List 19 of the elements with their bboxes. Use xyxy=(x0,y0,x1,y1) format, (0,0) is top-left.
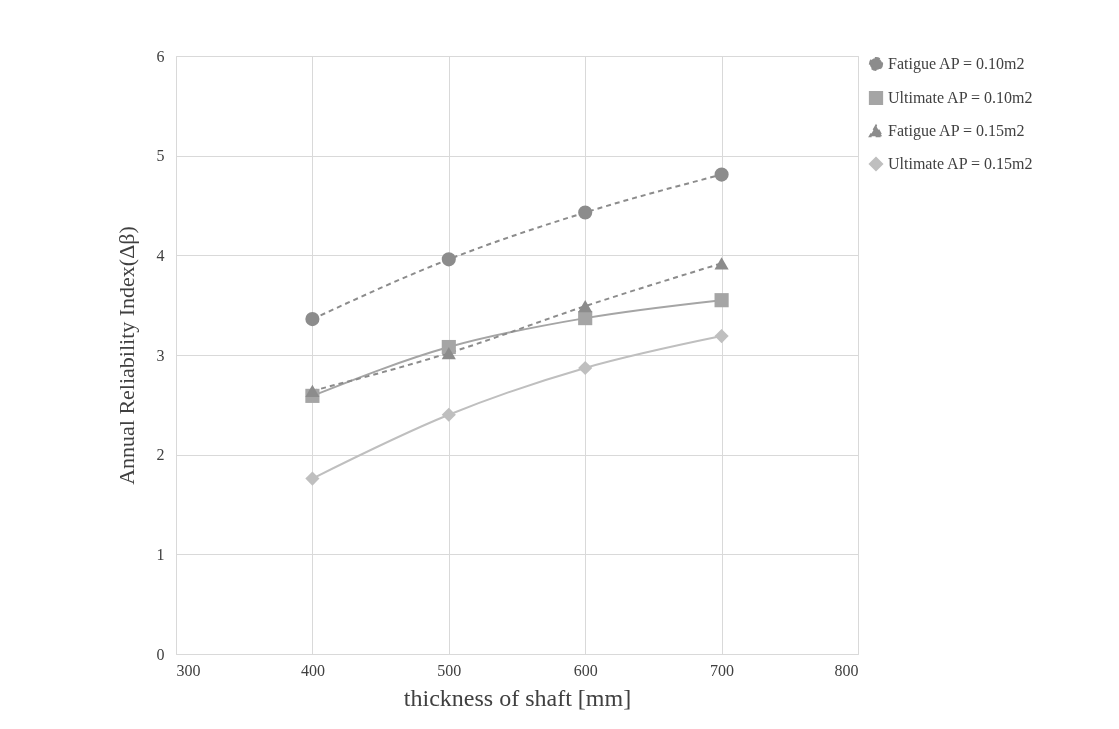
y-tick-label: 1 xyxy=(156,545,165,563)
x-tick-label: 400 xyxy=(300,661,325,679)
legend-label: Ultimate AP = 0.10m2 xyxy=(888,89,1033,106)
x-axis-title: thickness of shaft [mm] xyxy=(403,684,632,711)
x-tick-label: 600 xyxy=(573,661,598,679)
y-tick-label: 0 xyxy=(156,645,165,663)
y-tick-label: 4 xyxy=(156,246,165,264)
y-tick-label: 3 xyxy=(156,346,165,364)
legend-label: Fatigue AP = 0.10m2 xyxy=(888,55,1025,73)
y-axis-title: Annual Reliability Index(Δβ) xyxy=(113,226,139,485)
x-tick-label: 300 xyxy=(176,661,201,679)
x-tick-label: 500 xyxy=(437,661,462,679)
y-tick-label: 2 xyxy=(156,446,165,464)
legend-label: Fatigue AP = 0.15m2 xyxy=(888,122,1025,140)
x-tick-label: 700 xyxy=(710,661,735,679)
legend-label: Ultimate AP = 0.15m2 xyxy=(888,155,1033,172)
y-tick-label: 6 xyxy=(156,47,165,65)
y-tick-label: 5 xyxy=(156,147,165,165)
x-tick-label: 800 xyxy=(834,661,859,679)
